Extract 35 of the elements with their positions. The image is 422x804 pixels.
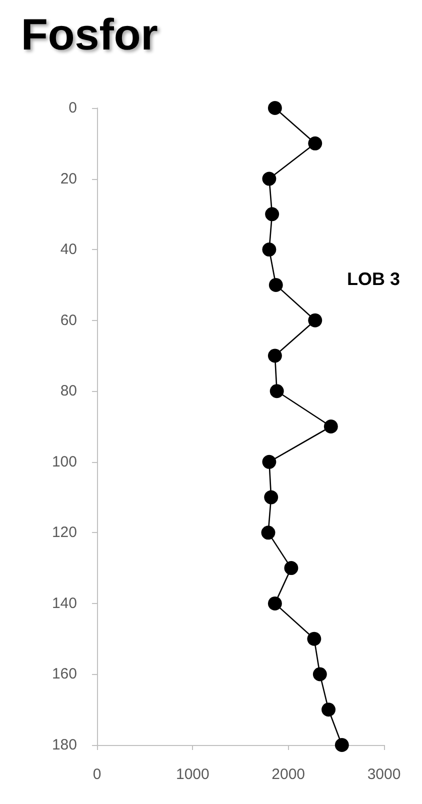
y-tick-label: 100 xyxy=(52,453,77,470)
y-tick-label: 120 xyxy=(52,524,77,542)
point xyxy=(270,384,284,398)
y-tick-label: 160 xyxy=(52,666,77,683)
point xyxy=(262,454,276,469)
point xyxy=(322,702,336,717)
point xyxy=(324,420,338,434)
y-tick-label: 40 xyxy=(60,241,77,258)
x-tick-label: 0 xyxy=(92,766,102,783)
point xyxy=(268,101,282,115)
point xyxy=(312,667,327,682)
point xyxy=(308,136,322,150)
y-tick-label: 140 xyxy=(52,594,77,612)
point xyxy=(262,172,276,186)
point xyxy=(262,242,276,257)
x-tick-label: 3000 xyxy=(367,766,401,783)
y-tick-label: 180 xyxy=(52,736,77,754)
point xyxy=(308,313,322,328)
y-tick-label: 20 xyxy=(60,170,77,188)
point xyxy=(265,207,280,222)
point xyxy=(334,738,349,752)
point xyxy=(261,526,276,540)
point xyxy=(268,348,282,363)
x-tick-label: 2000 xyxy=(272,766,306,783)
point xyxy=(264,490,278,504)
y-tick-label: 0 xyxy=(68,100,77,116)
point xyxy=(307,632,322,646)
y-tick-label: 60 xyxy=(60,312,77,329)
annotation: LOB 3 xyxy=(346,269,400,289)
point xyxy=(284,561,298,576)
y-tick-label: 80 xyxy=(60,382,77,400)
point xyxy=(268,278,283,292)
x-tick-label: 1000 xyxy=(176,766,210,783)
chart-title: Fosfor xyxy=(21,10,158,60)
point xyxy=(268,596,282,610)
